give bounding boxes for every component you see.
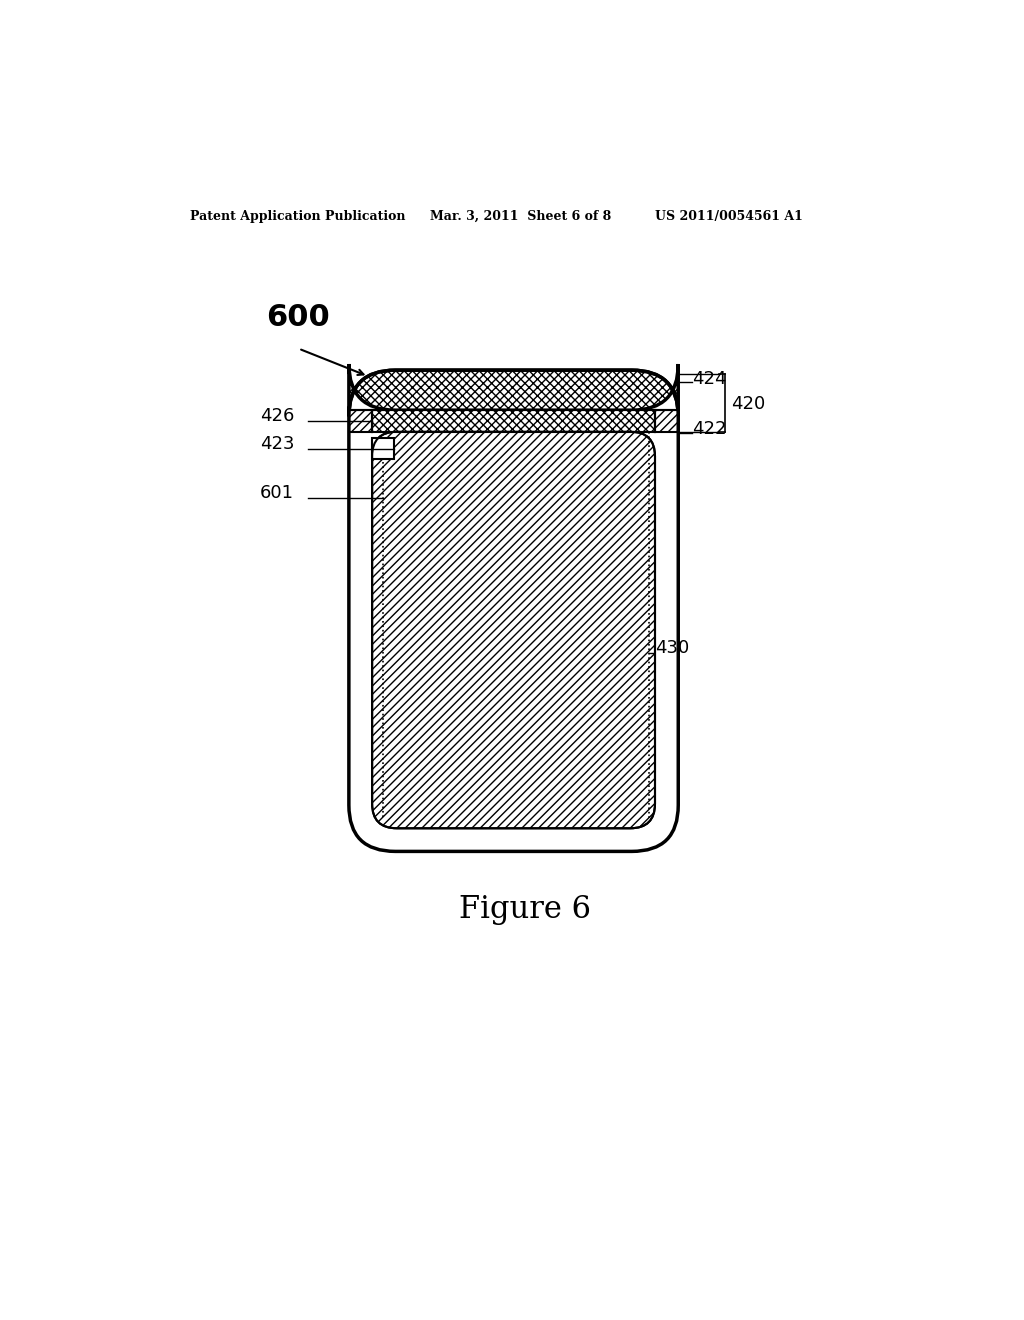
Bar bbox=[372, 411, 655, 432]
Text: 424: 424 bbox=[692, 370, 727, 388]
Bar bbox=[349, 411, 372, 432]
Text: US 2011/0054561 A1: US 2011/0054561 A1 bbox=[655, 210, 803, 223]
FancyBboxPatch shape bbox=[349, 370, 678, 851]
FancyBboxPatch shape bbox=[349, 364, 678, 416]
FancyBboxPatch shape bbox=[372, 432, 655, 829]
FancyBboxPatch shape bbox=[372, 432, 655, 829]
Text: Patent Application Publication: Patent Application Publication bbox=[190, 210, 406, 223]
Bar bbox=[372, 370, 655, 411]
Bar bbox=[349, 411, 372, 432]
Text: 601: 601 bbox=[260, 484, 294, 502]
Text: 423: 423 bbox=[260, 434, 294, 453]
Bar bbox=[372, 411, 655, 432]
Text: Figure 6: Figure 6 bbox=[459, 894, 591, 924]
Text: 420: 420 bbox=[731, 395, 765, 413]
Text: 430: 430 bbox=[655, 639, 689, 657]
Text: 600: 600 bbox=[266, 304, 330, 333]
Text: 426: 426 bbox=[260, 407, 294, 425]
Text: 422: 422 bbox=[692, 420, 727, 438]
Bar bbox=[655, 411, 678, 432]
Bar bbox=[655, 411, 678, 432]
Text: Mar. 3, 2011  Sheet 6 of 8: Mar. 3, 2011 Sheet 6 of 8 bbox=[430, 210, 611, 223]
Bar bbox=[372, 438, 394, 459]
Bar bbox=[372, 438, 394, 459]
